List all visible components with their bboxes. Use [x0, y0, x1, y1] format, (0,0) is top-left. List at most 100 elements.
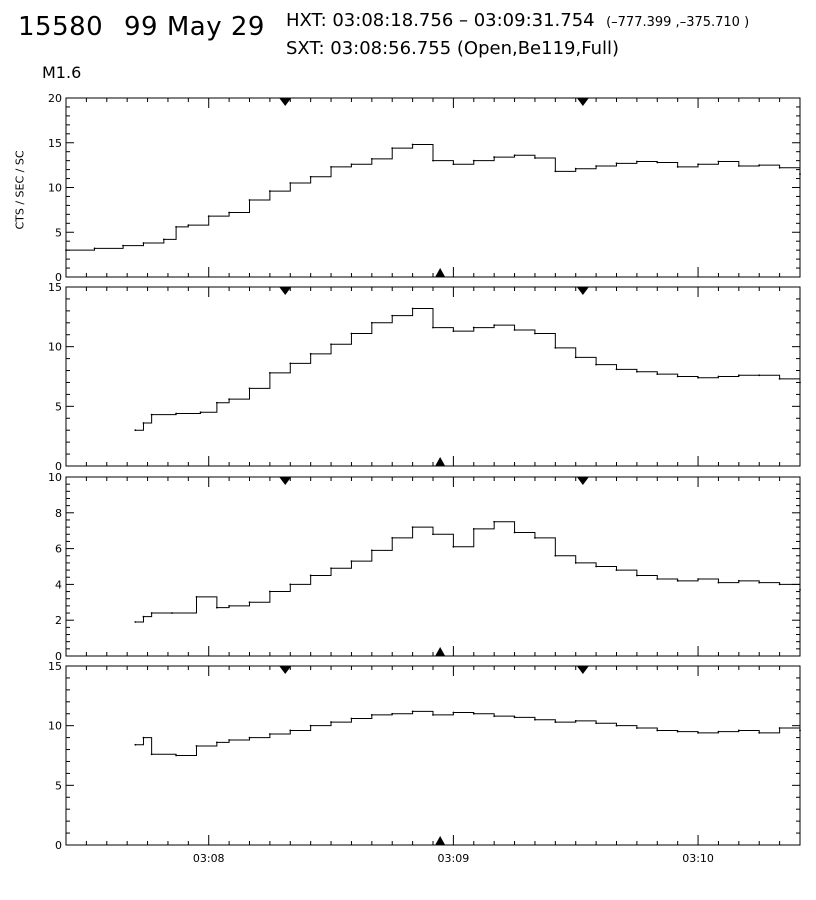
data-point-3 — [134, 621, 137, 623]
data-point-4 — [452, 711, 455, 714]
data-point-4 — [717, 730, 720, 733]
data-point-3 — [635, 574, 638, 577]
data-point-1 — [122, 244, 124, 247]
data-point-1 — [472, 159, 475, 162]
data-point-2 — [199, 411, 202, 414]
data-point-4 — [737, 729, 740, 732]
data-point-2 — [737, 374, 740, 377]
data-point-2 — [472, 326, 475, 329]
flare-class: M1.6 — [42, 63, 82, 82]
data-point-1 — [248, 199, 251, 201]
data-point-2 — [778, 377, 781, 380]
hxt-marker-2 — [279, 287, 292, 295]
y-tick-label-3: 4 — [55, 578, 62, 591]
data-point-2 — [309, 352, 312, 355]
data-point-4 — [391, 712, 394, 715]
data-point-1 — [162, 238, 165, 241]
event-date: 99 May 29 — [124, 12, 265, 42]
data-point-1 — [411, 143, 414, 146]
data-point-3 — [472, 528, 475, 530]
data-point-1 — [574, 167, 577, 170]
data-point-4 — [554, 721, 557, 723]
data-point-4 — [513, 716, 516, 719]
data-point-2 — [350, 332, 353, 335]
data-point-2 — [330, 343, 332, 346]
data-point-4 — [195, 745, 198, 747]
hxt-marker-4 — [576, 666, 589, 674]
data-point-3 — [493, 520, 496, 523]
y-tick-label-1: 20 — [48, 92, 62, 105]
event-id: 15580 — [18, 12, 104, 42]
data-point-1 — [370, 157, 373, 160]
data-point-3 — [215, 606, 218, 609]
data-point-2 — [554, 346, 557, 349]
hxt-time-range: HXT: 03:08:18.756 – 03:09:31.754 (–777.3… — [286, 12, 749, 30]
y-tick-label-1: 15 — [48, 137, 62, 150]
data-point-2 — [248, 387, 251, 390]
y-tick-label-2: 15 — [48, 281, 62, 294]
y-tick-label-3: 6 — [55, 543, 62, 556]
y-tick-label-4: 10 — [48, 720, 62, 733]
data-point-4 — [676, 730, 679, 733]
data-point-3 — [676, 579, 679, 582]
y-tick-label-1: 10 — [48, 182, 62, 195]
data-point-4 — [615, 724, 618, 727]
data-point-4 — [142, 736, 145, 739]
data-point-4 — [350, 717, 353, 720]
y-tick-label-4: 5 — [55, 779, 62, 792]
data-point-1 — [142, 242, 145, 244]
data-point-1 — [717, 160, 720, 163]
data-point-4 — [493, 715, 496, 718]
data-point-1 — [554, 170, 557, 173]
data-point-2 — [574, 356, 577, 359]
data-point-2 — [175, 412, 178, 415]
light-curve-panel-3-series-1 — [135, 521, 801, 623]
data-point-1 — [635, 160, 638, 163]
hxt-marker-1 — [576, 98, 589, 106]
data-point-3 — [142, 615, 145, 618]
data-point-2 — [676, 375, 679, 378]
data-point-2 — [595, 363, 598, 366]
data-point-4 — [150, 753, 153, 756]
data-point-2 — [635, 370, 638, 373]
data-point-4 — [758, 731, 761, 734]
sxt-marker-1 — [435, 268, 446, 277]
y-tick-label-3: 8 — [55, 507, 62, 520]
data-point-4 — [134, 743, 137, 746]
data-point-4 — [635, 727, 638, 729]
y-tick-label-2: 10 — [48, 341, 62, 354]
data-point-4 — [595, 722, 598, 725]
hxt-coordinates: (–777.399 ,–375.710 ) — [606, 15, 750, 30]
data-point-1 — [615, 162, 618, 165]
data-point-4 — [778, 727, 781, 729]
data-point-4 — [472, 712, 475, 715]
data-point-3 — [452, 545, 455, 548]
y-tick-label-1: 0 — [55, 271, 62, 284]
sxt-time: SXT: 03:08:56.755 (Open,Be119,Full) — [286, 38, 620, 59]
data-point-3 — [370, 549, 373, 552]
data-point-4 — [309, 724, 312, 727]
data-point-4 — [432, 714, 434, 716]
data-point-4 — [228, 739, 231, 741]
data-point-4 — [697, 731, 699, 734]
panel-frame-1 — [65, 97, 801, 278]
data-point-1 — [207, 215, 210, 218]
data-point-2 — [615, 368, 618, 371]
data-point-2 — [268, 372, 271, 374]
data-point-3 — [228, 604, 231, 607]
data-point-2 — [513, 329, 516, 331]
data-point-3 — [697, 578, 699, 580]
data-point-2 — [717, 375, 720, 378]
y-tick-label-4: 15 — [48, 660, 62, 673]
sxt-marker-4 — [435, 836, 446, 845]
data-point-4 — [248, 736, 251, 739]
data-point-1 — [799, 173, 801, 175]
data-point-4 — [215, 741, 218, 744]
sxt-marker-2 — [435, 457, 446, 466]
data-point-2 — [142, 422, 145, 424]
data-point-1 — [391, 147, 394, 150]
data-point-1 — [187, 224, 190, 226]
data-point-3 — [309, 574, 312, 577]
data-point-1 — [175, 225, 178, 228]
